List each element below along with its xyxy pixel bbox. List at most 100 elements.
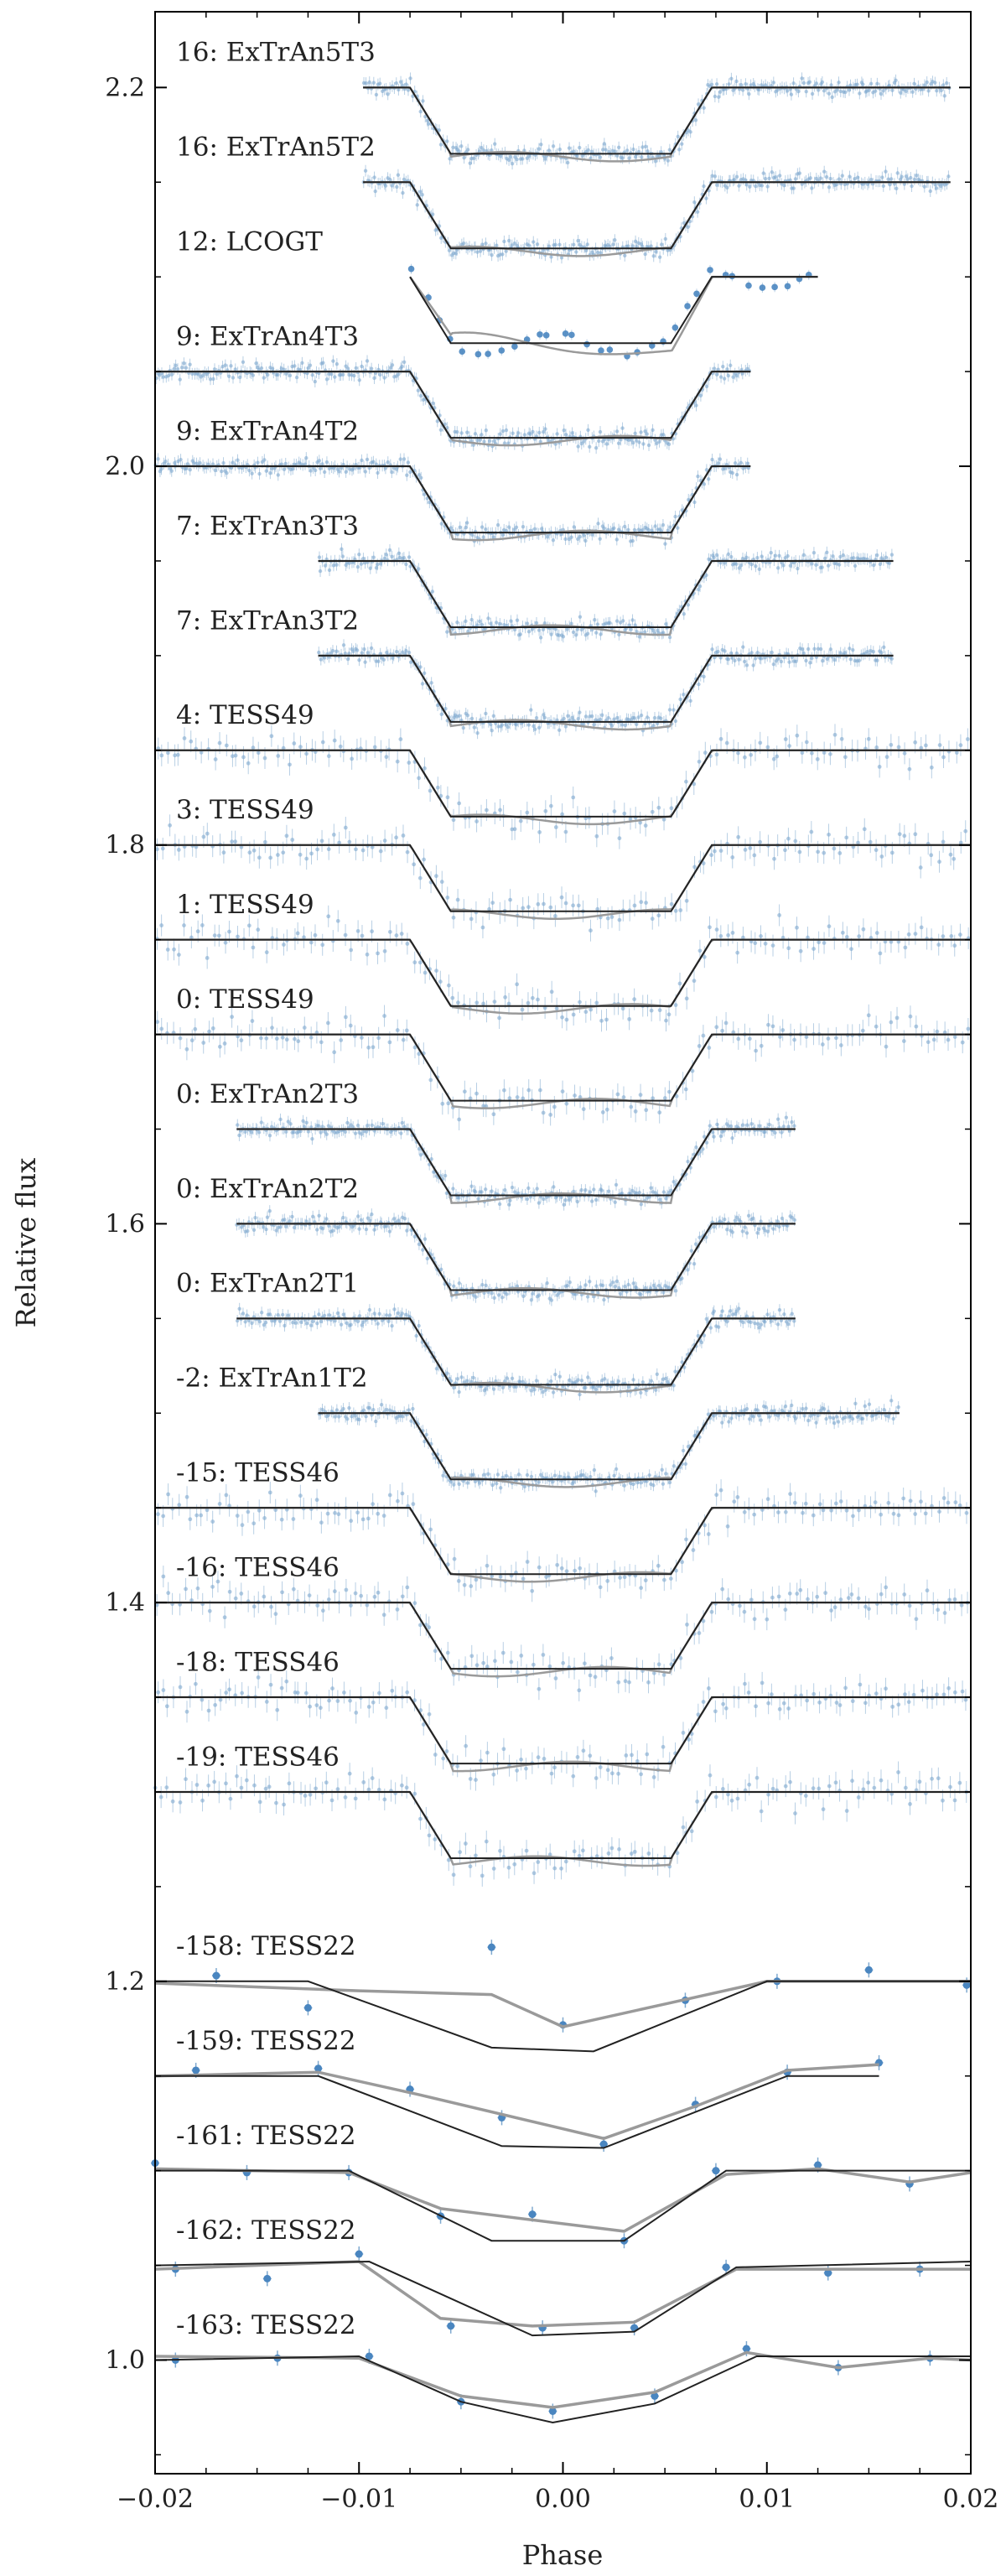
data-point <box>879 651 884 655</box>
data-point <box>465 148 470 152</box>
data-point <box>616 145 621 149</box>
data-point <box>644 1108 649 1113</box>
data-point <box>548 1113 553 1117</box>
data-point <box>472 156 476 160</box>
data-point <box>625 148 630 153</box>
data-point <box>465 713 470 718</box>
data-point <box>175 752 180 757</box>
data-point <box>401 190 405 195</box>
data-point <box>270 1026 274 1031</box>
data-point <box>324 1132 329 1136</box>
data-point <box>664 1018 668 1023</box>
data-point <box>673 719 678 724</box>
data-point <box>400 364 404 369</box>
data-point <box>367 80 371 85</box>
data-point <box>586 148 590 153</box>
data-point <box>636 149 641 154</box>
data-point <box>326 847 331 852</box>
model-curve <box>363 181 951 250</box>
data-points <box>155 1004 971 1130</box>
data-point <box>542 715 547 720</box>
data-point <box>576 444 580 449</box>
data-point <box>357 378 361 382</box>
data-point <box>334 361 340 366</box>
data-point <box>461 725 465 730</box>
data-point <box>506 158 511 163</box>
data-point <box>931 1037 936 1042</box>
data-point <box>407 650 412 655</box>
data-point <box>948 852 953 857</box>
data-point <box>573 1093 577 1098</box>
data-point <box>822 941 827 945</box>
data-point <box>184 1046 189 1052</box>
data-point <box>360 933 365 938</box>
data-point <box>165 948 170 952</box>
data-point <box>904 174 909 179</box>
data-point <box>347 839 352 844</box>
data-point <box>462 1089 467 1094</box>
data-point <box>480 145 484 150</box>
data-point <box>612 809 617 813</box>
data-point <box>935 89 939 93</box>
data-point <box>817 88 821 92</box>
data-point <box>594 834 599 839</box>
data-point <box>798 948 803 953</box>
data-point <box>210 1026 215 1031</box>
data-point <box>515 1095 520 1099</box>
data-point <box>734 472 739 477</box>
data-point <box>759 284 766 291</box>
data-point <box>672 708 676 712</box>
data-point <box>733 658 737 663</box>
data-point <box>398 80 403 84</box>
data-point <box>630 538 635 543</box>
data-point <box>386 92 390 96</box>
data-point <box>262 458 267 462</box>
data-point <box>188 468 192 472</box>
data-point <box>359 562 364 566</box>
data-point <box>634 439 639 443</box>
data-point <box>809 750 814 756</box>
data-point <box>363 470 368 474</box>
data-point <box>390 470 394 475</box>
data-point <box>623 253 627 258</box>
data-point <box>697 759 702 764</box>
data-point <box>512 241 517 246</box>
data-point <box>897 832 902 837</box>
data-point <box>397 372 401 377</box>
data-point <box>431 401 435 406</box>
data-point <box>304 455 309 460</box>
data-point <box>364 80 368 86</box>
data-point <box>608 244 612 249</box>
data-point <box>571 630 576 635</box>
data-point <box>686 225 690 230</box>
data-point <box>851 556 856 560</box>
series-3 <box>154 355 752 454</box>
data-point <box>605 916 610 921</box>
data-point <box>360 364 364 369</box>
data-point <box>702 674 706 679</box>
data-point <box>415 203 419 207</box>
data-point <box>492 1000 497 1005</box>
data-point <box>582 439 586 444</box>
data-point <box>397 87 401 92</box>
data-point <box>526 1000 531 1005</box>
data-point <box>459 144 464 148</box>
data-point <box>320 740 325 745</box>
data-point <box>372 376 376 381</box>
data-point <box>667 635 672 640</box>
data-point <box>800 76 804 80</box>
data-point <box>704 468 709 472</box>
data-point <box>617 632 621 637</box>
data-point <box>376 951 380 956</box>
data-point <box>566 714 570 718</box>
data-point <box>507 1096 512 1101</box>
data-point <box>175 366 180 371</box>
data-point <box>616 441 621 445</box>
data-point <box>398 737 403 741</box>
data-point <box>612 526 616 531</box>
data-point <box>944 80 949 86</box>
data-point <box>793 839 798 844</box>
data-point <box>195 929 200 934</box>
data-point <box>871 650 876 654</box>
data-point <box>779 659 784 664</box>
